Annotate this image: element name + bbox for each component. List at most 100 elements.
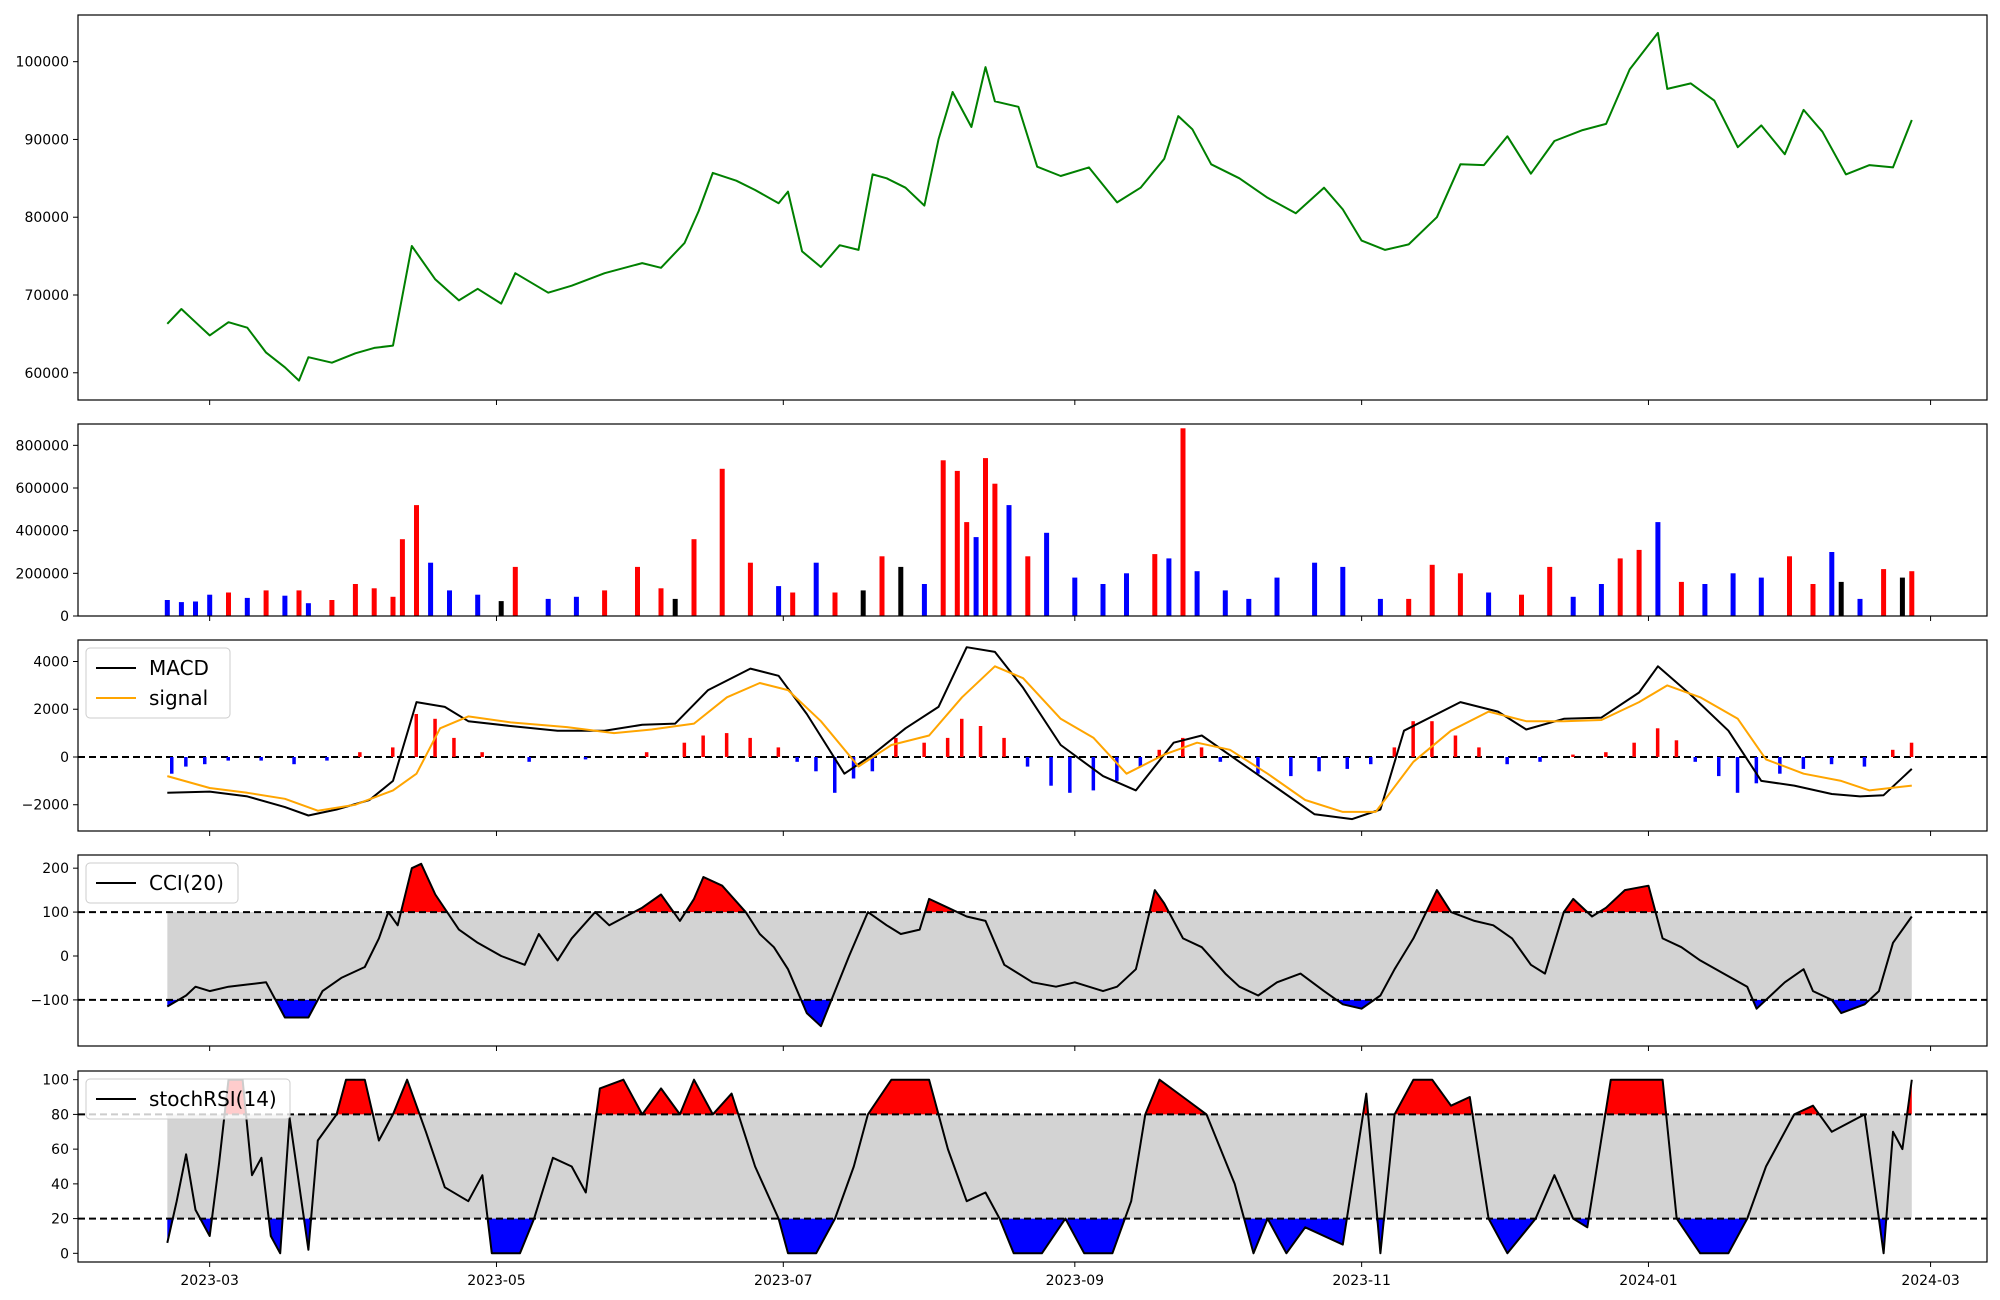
stochrsi-band <box>167 1114 1912 1219</box>
y-tick-label: 80000 <box>24 210 69 226</box>
cci-legend: CCI(20) <box>85 862 239 904</box>
y-tick-label: 60000 <box>24 366 69 382</box>
volume-bar <box>226 592 231 616</box>
volume-bar <box>1547 566 1553 616</box>
y-tick-label: 100 <box>42 905 69 921</box>
macd-histogram-bar <box>1909 742 1914 757</box>
price-plot-area <box>166 31 1913 382</box>
volume-bar <box>921 584 927 616</box>
volume-bar <box>1810 584 1816 616</box>
macd-histogram-bar <box>1655 728 1660 757</box>
stochrsi-plot-area <box>78 1078 1987 1255</box>
volume-bar <box>1636 549 1642 616</box>
macd-histogram-bar <box>1218 757 1223 762</box>
volume-bar <box>1457 573 1463 616</box>
volume-bar <box>1100 584 1106 616</box>
y-tick-label: −100 <box>31 993 69 1009</box>
volume-bar <box>164 600 170 616</box>
volume-bar <box>719 468 725 616</box>
volume-bar <box>964 522 970 616</box>
macd-frame <box>77 639 1988 832</box>
cci-plot-area <box>78 862 1987 1028</box>
volume-bar <box>352 584 358 616</box>
y-tick-label: 2000 <box>33 702 69 718</box>
macd-histogram-bar <box>682 742 687 757</box>
price-series-line <box>166 31 1913 382</box>
legend-label: signal <box>149 686 208 710</box>
macd-histogram-bar <box>814 757 818 772</box>
macd-histogram-bar <box>870 757 875 772</box>
y-tick-label: 0 <box>60 1246 69 1262</box>
legend-label: CCI(20) <box>149 871 224 895</box>
volume-bar <box>1909 571 1915 616</box>
volume-bar <box>747 562 753 616</box>
macd-histogram-bar <box>203 757 207 765</box>
y-tick-label: 0 <box>60 609 69 625</box>
volume-bar <box>1702 584 1708 616</box>
volume-bar <box>244 597 250 616</box>
stochrsi-frame <box>77 1070 1988 1263</box>
volume-bar <box>207 594 213 616</box>
volume-bar <box>305 603 311 616</box>
volume-bar <box>1072 577 1078 616</box>
macd-histogram-bar <box>1345 757 1349 769</box>
macd-histogram-bar <box>480 752 484 757</box>
volume-bar <box>1194 571 1200 616</box>
macd-histogram-bar <box>1411 721 1415 757</box>
y-tick-label: −2000 <box>22 798 69 814</box>
stochrsi-legend: stochRSI(14) <box>85 1078 291 1120</box>
volume-bar <box>954 470 960 616</box>
y-tick-label: 200 <box>42 861 69 877</box>
macd-histogram-bar <box>833 757 837 793</box>
macd-histogram-bar <box>1829 757 1834 765</box>
macd-histogram-bar <box>292 757 296 765</box>
macd-histogram-bar <box>776 747 781 757</box>
macd-histogram-bar <box>978 726 983 757</box>
macd-histogram-bar <box>1453 735 1458 757</box>
macd-histogram-bar <box>259 757 263 761</box>
macd-histogram-bar <box>1717 757 1721 777</box>
volume-bar <box>1124 573 1129 616</box>
macd-histogram-bar <box>1754 757 1759 784</box>
macd-histogram-bar <box>1369 757 1373 765</box>
macd-histogram-bar <box>358 752 362 757</box>
y-tick-label: 70000 <box>24 288 69 304</box>
volume-bar <box>329 600 335 616</box>
y-tick-label: 40 <box>51 1177 69 1193</box>
volume-bar <box>1730 573 1736 616</box>
legend-box <box>85 1078 291 1120</box>
volume-bar <box>813 562 819 616</box>
volume-bar <box>1429 564 1435 616</box>
macd-histogram-bar <box>945 737 950 757</box>
volume-bar <box>1274 577 1280 616</box>
volume-bar <box>1899 577 1905 616</box>
macd-histogram-bar <box>452 737 456 757</box>
volume-bar <box>414 505 419 616</box>
cci-frame <box>77 854 1988 1047</box>
x-tick-label: 2024-03 <box>1901 1273 1960 1289</box>
x-tick-label: 2023-03 <box>180 1273 239 1289</box>
macd-histogram-bar <box>1735 757 1740 793</box>
x-tick-label: 2023-11 <box>1332 1273 1391 1289</box>
macd-histogram-bar <box>226 757 230 761</box>
volume-bar <box>1758 577 1764 616</box>
y-tick-label: 200000 <box>16 566 69 582</box>
volume-bar <box>691 539 697 616</box>
volume-bar <box>832 592 838 616</box>
price-frame <box>77 14 1988 401</box>
stochrsi-series-line <box>166 1078 1913 1255</box>
y-tick-label: 20 <box>51 1212 69 1228</box>
cci-panel: −100 0 100 200 CCI(20) <box>31 854 1988 1051</box>
macd-histogram-bar <box>1091 757 1096 791</box>
macd-histogram-bar <box>894 737 898 757</box>
volume-bar <box>790 592 796 616</box>
macd-histogram-bar <box>1477 747 1481 757</box>
volume-bar <box>860 590 866 616</box>
volume-bar <box>635 566 640 616</box>
volume-bar <box>263 590 269 616</box>
volume-bar <box>776 586 782 616</box>
cci-series-line <box>166 862 1913 1028</box>
volume-bar <box>1152 554 1158 616</box>
y-tick-label: 60 <box>51 1142 69 1158</box>
volume-bar <box>1881 569 1887 616</box>
